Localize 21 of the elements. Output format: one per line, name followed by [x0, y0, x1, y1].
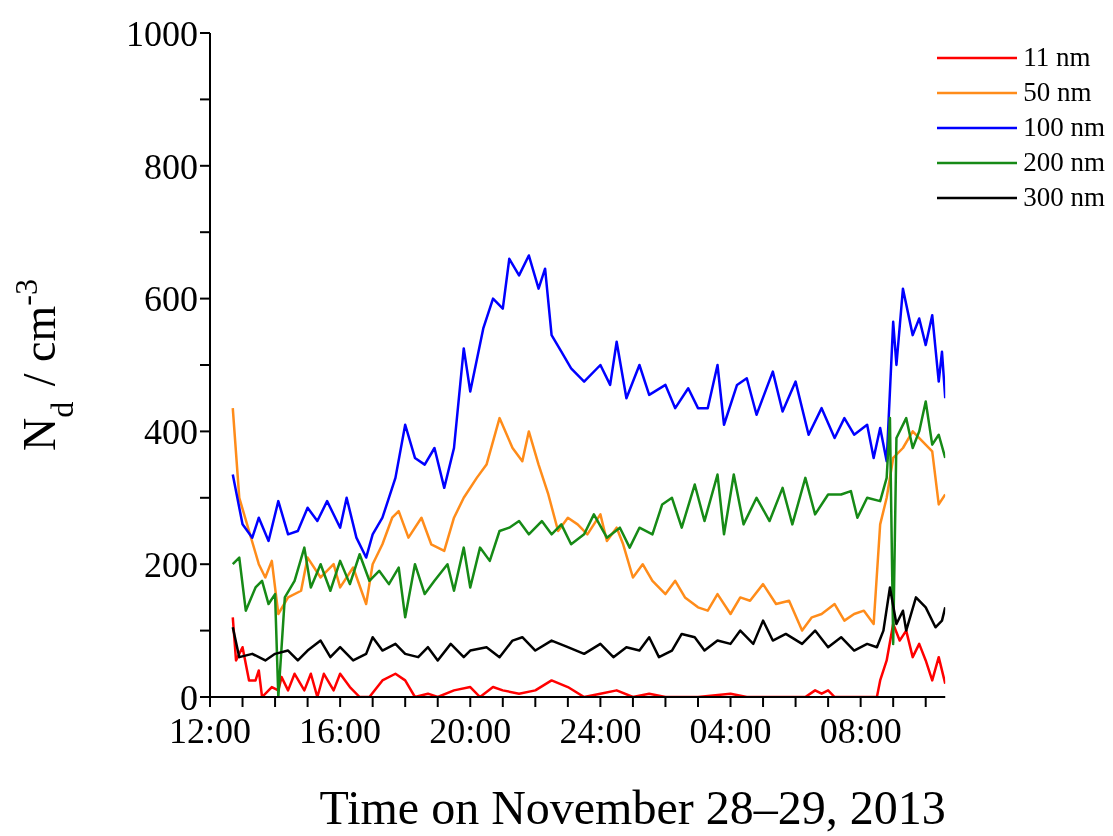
line-series	[231, 616, 946, 697]
y-tick-label: 200	[144, 544, 198, 585]
y-tick-label: 400	[144, 412, 198, 453]
legend-label: 11 nm	[1023, 41, 1091, 74]
legend-label: 300 nm	[1023, 181, 1105, 214]
line-series	[231, 400, 946, 697]
legend-label: 200 nm	[1023, 146, 1105, 179]
y-tick-label: 600	[144, 279, 198, 320]
line-series	[231, 254, 946, 559]
x-tick-label: 08:00	[819, 710, 902, 751]
x-tick-label: 24:00	[559, 710, 642, 751]
x-tick-label: 20:00	[429, 710, 512, 751]
legend-label: 100 nm	[1023, 111, 1105, 144]
y-tick-label: 1000	[126, 13, 198, 54]
legend-label: 50 nm	[1023, 76, 1092, 109]
y-tick-label: 800	[144, 146, 198, 187]
line-series	[231, 406, 946, 632]
x-tick-label: 16:00	[299, 710, 382, 751]
x-tick-label: 04:00	[689, 710, 772, 751]
line-series	[231, 586, 946, 662]
x-axis-title: Time on November 28–29, 2013	[319, 781, 946, 834]
